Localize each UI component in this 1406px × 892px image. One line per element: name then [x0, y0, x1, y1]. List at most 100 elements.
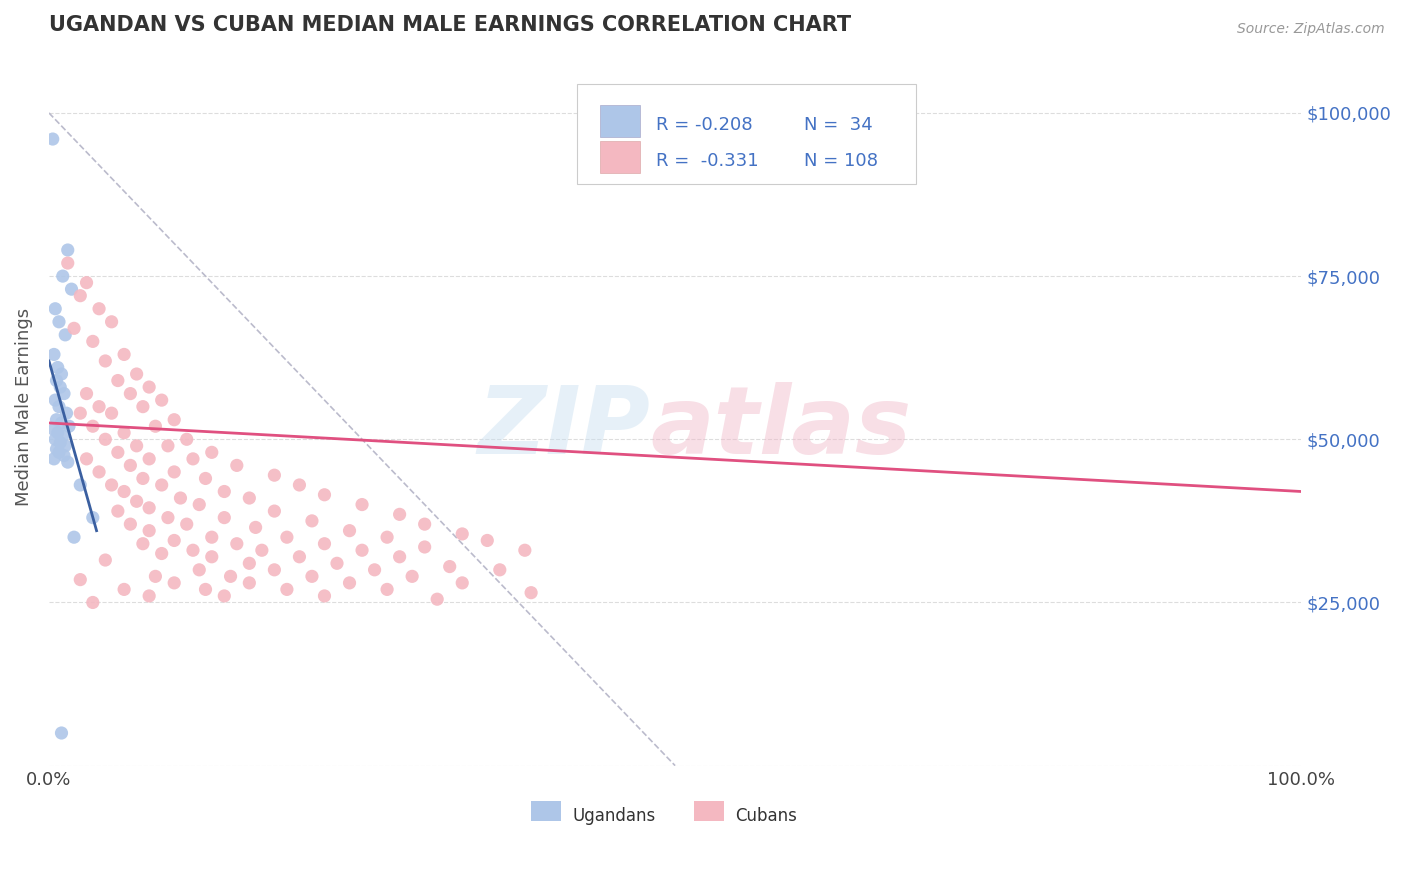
Y-axis label: Median Male Earnings: Median Male Earnings — [15, 308, 32, 506]
Point — [339, 575, 361, 590]
Text: N =  34: N = 34 — [804, 116, 873, 134]
Point — [214, 510, 236, 524]
Point — [125, 439, 148, 453]
Point — [120, 458, 142, 473]
Point — [51, 416, 73, 430]
Text: Source: ZipAtlas.com: Source: ZipAtlas.com — [1237, 22, 1385, 37]
Point — [188, 563, 211, 577]
Point — [150, 393, 173, 408]
Point — [188, 498, 211, 512]
Point — [163, 413, 186, 427]
Point — [56, 256, 79, 270]
Point — [107, 374, 129, 388]
Point — [520, 585, 543, 599]
Point — [87, 465, 110, 479]
Point — [214, 589, 236, 603]
Point — [138, 524, 160, 538]
Point — [76, 386, 98, 401]
Point — [276, 582, 298, 597]
Point — [112, 484, 135, 499]
Bar — [600, 105, 640, 137]
Point — [58, 419, 80, 434]
Point — [388, 508, 411, 522]
Point — [120, 386, 142, 401]
FancyBboxPatch shape — [578, 84, 915, 184]
Point — [401, 569, 423, 583]
Point — [214, 484, 236, 499]
Point — [132, 537, 155, 551]
Point — [176, 432, 198, 446]
Point — [60, 282, 83, 296]
Point — [314, 488, 336, 502]
Point — [49, 380, 72, 394]
Point — [82, 510, 104, 524]
Point — [194, 582, 217, 597]
Point — [53, 449, 76, 463]
Point — [94, 354, 117, 368]
Point — [87, 301, 110, 316]
Text: ZIP: ZIP — [477, 382, 650, 475]
Bar — [600, 141, 640, 173]
Point — [53, 439, 76, 453]
Point — [48, 445, 70, 459]
Point — [69, 478, 91, 492]
Point — [219, 569, 242, 583]
Point — [263, 468, 285, 483]
Text: Cubans: Cubans — [735, 807, 797, 825]
Point — [45, 374, 67, 388]
Point — [201, 530, 224, 544]
Text: Ugandans: Ugandans — [572, 807, 655, 825]
Point — [76, 276, 98, 290]
Point — [314, 589, 336, 603]
Point — [413, 517, 436, 532]
Point — [107, 504, 129, 518]
Point — [145, 419, 167, 434]
Text: R = -0.208: R = -0.208 — [657, 116, 754, 134]
Point — [55, 406, 77, 420]
Point — [181, 451, 204, 466]
Point — [44, 301, 66, 316]
Point — [138, 451, 160, 466]
Text: UGANDAN VS CUBAN MEDIAN MALE EARNINGS CORRELATION CHART: UGANDAN VS CUBAN MEDIAN MALE EARNINGS CO… — [49, 15, 851, 35]
Point — [112, 425, 135, 440]
Point — [138, 500, 160, 515]
Point — [201, 549, 224, 564]
Point — [53, 386, 76, 401]
Point — [413, 540, 436, 554]
Point — [42, 451, 65, 466]
Point — [488, 563, 510, 577]
Point — [46, 360, 69, 375]
Point — [44, 393, 66, 408]
Point — [156, 439, 179, 453]
Point — [44, 432, 66, 446]
Point — [42, 132, 65, 146]
Point — [52, 269, 75, 284]
Point — [439, 559, 461, 574]
Point — [42, 423, 65, 437]
Point — [245, 520, 267, 534]
Point — [301, 569, 323, 583]
Point — [138, 589, 160, 603]
Point — [339, 524, 361, 538]
Point — [42, 347, 65, 361]
Point — [112, 582, 135, 597]
Point — [352, 543, 374, 558]
Point — [263, 563, 285, 577]
Point — [107, 445, 129, 459]
Point — [477, 533, 499, 548]
Point — [132, 471, 155, 485]
Point — [76, 451, 98, 466]
Point — [138, 380, 160, 394]
Point — [263, 504, 285, 518]
Point — [100, 478, 122, 492]
Point — [48, 315, 70, 329]
Point — [388, 549, 411, 564]
Point — [45, 442, 67, 456]
Point — [194, 471, 217, 485]
Bar — [531, 801, 561, 821]
Point — [250, 543, 273, 558]
Point — [375, 530, 398, 544]
Point — [288, 478, 311, 492]
Point — [426, 592, 449, 607]
Point — [69, 288, 91, 302]
